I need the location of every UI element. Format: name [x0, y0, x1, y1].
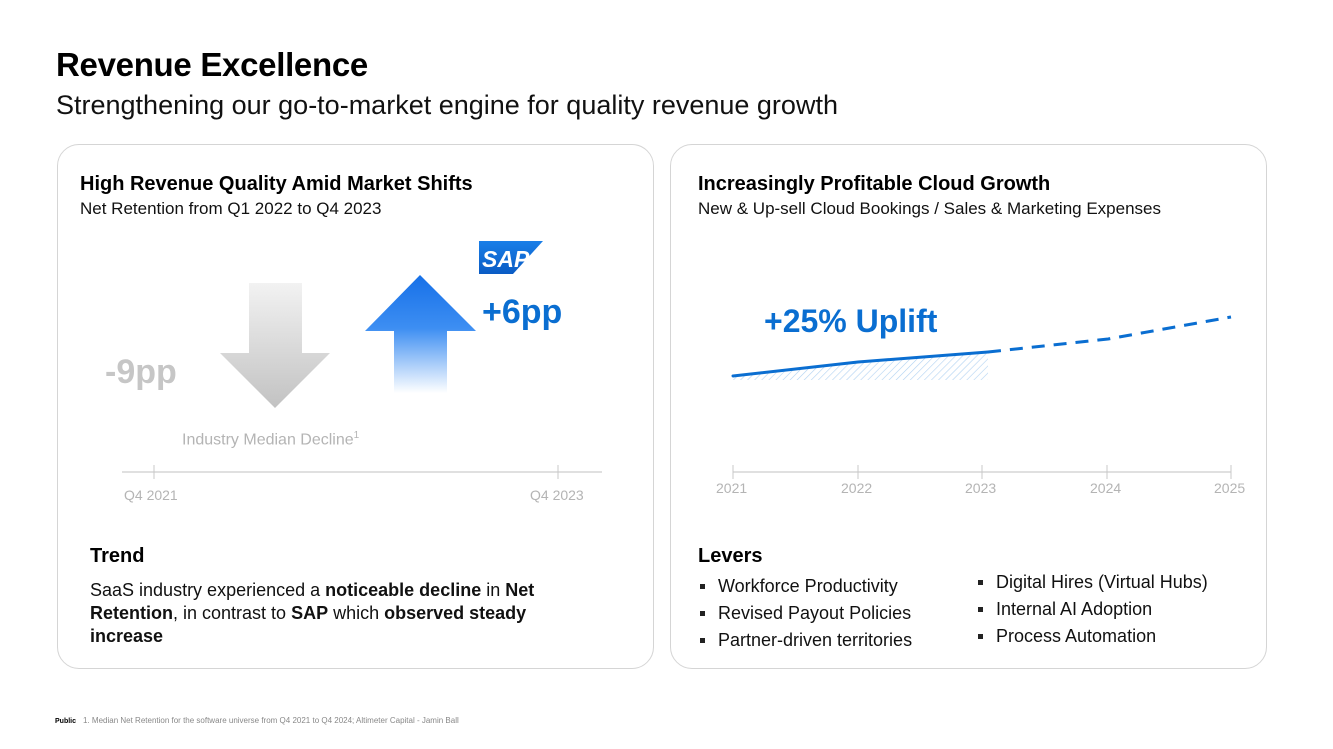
- decline-arrow-icon: [220, 283, 330, 408]
- cloud-growth-card-title: Increasingly Profitable Cloud Growth: [698, 173, 1051, 195]
- list-item: Workforce Productivity: [698, 573, 912, 600]
- net-retention-card: High Revenue Quality Amid Market Shifts …: [57, 144, 654, 669]
- trend-emphasis: SAP: [291, 603, 329, 623]
- lever-label: Internal AI Adoption: [996, 599, 1153, 619]
- industry-decline-text: Industry Median Decline: [182, 431, 354, 449]
- page-subtitle: Strengthening our go-to-market engine fo…: [56, 90, 838, 120]
- bullet-icon: [700, 611, 705, 616]
- trend-emphasis: observed steady increase: [90, 603, 527, 646]
- lever-label: Workforce Productivity: [718, 576, 898, 596]
- bullet-icon: [978, 580, 983, 585]
- uplift-area: [733, 352, 988, 380]
- list-item: Revised Payout Policies: [698, 600, 912, 627]
- year-label: 2024: [1090, 480, 1122, 496]
- footer: Public 1. Median Net Retention for the so…: [55, 716, 459, 725]
- trend-emphasis: noticeable decline: [325, 580, 482, 600]
- list-item: Digital Hires (Virtual Hubs): [976, 569, 1208, 596]
- levers-heading: Levers: [698, 545, 763, 567]
- trend-heading: Trend: [90, 545, 145, 567]
- net-retention-graphic: [122, 275, 602, 479]
- list-item: Internal AI Adoption: [976, 596, 1208, 623]
- footnote-text: 1. Median Net Retention for the software…: [83, 716, 459, 725]
- year-label: 2022: [841, 480, 873, 496]
- lever-label: Digital Hires (Virtual Hubs): [996, 572, 1208, 592]
- footnote-marker: 1: [353, 430, 360, 441]
- trend-text: SaaS industry experienced a noticeable d…: [90, 579, 590, 648]
- cloud-growth-chart: [731, 315, 1232, 479]
- year-label: 2023: [965, 480, 997, 496]
- trend-emphasis: Net Retention: [90, 580, 535, 623]
- industry-decline-label: Industry Median Decline1: [182, 430, 359, 449]
- sap-logo: SAP: [479, 241, 543, 279]
- actual-trend-line: [731, 350, 990, 378]
- page-title: Revenue Excellence: [56, 46, 368, 83]
- year-label: 2025: [1214, 480, 1246, 496]
- bullet-icon: [978, 634, 983, 639]
- trend-text-part: which: [328, 603, 385, 623]
- bullet-icon: [978, 607, 983, 612]
- lever-label: Process Automation: [996, 626, 1157, 646]
- net-retention-card-title: High Revenue Quality Amid Market Shifts: [80, 173, 473, 195]
- levers-list-right: Digital Hires (Virtual Hubs) Internal AI…: [976, 569, 1208, 650]
- lever-label: Partner-driven territories: [718, 630, 913, 650]
- forecast-trend-line: [987, 315, 1232, 354]
- levers-list-left: Workforce Productivity Revised Payout Po…: [698, 573, 912, 654]
- bullet-icon: [700, 638, 705, 643]
- sap-change-value: +6pp: [482, 293, 563, 331]
- sap-logo-text: SAP: [482, 246, 530, 272]
- list-item: Process Automation: [976, 623, 1208, 650]
- cloud-growth-card: Increasingly Profitable Cloud Growth New…: [670, 144, 1267, 669]
- list-item: Partner-driven territories: [698, 627, 912, 654]
- trend-text-part: in: [481, 580, 506, 600]
- year-label: 2021: [716, 480, 748, 496]
- trend-text-part: SaaS industry experienced a: [90, 580, 326, 600]
- uplift-annotation: +25% Uplift: [764, 303, 938, 339]
- classification-label: Public: [55, 718, 77, 725]
- increase-arrow-icon: [365, 275, 476, 393]
- axis-end-label: Q4 2023: [530, 487, 584, 503]
- trend-text-part: , in contrast to: [173, 603, 292, 623]
- net-retention-card-subtitle: Net Retention from Q1 2022 to Q4 2023: [80, 199, 382, 218]
- lever-label: Revised Payout Policies: [718, 603, 912, 623]
- industry-change-value: -9pp: [105, 353, 177, 391]
- bullet-icon: [700, 584, 705, 589]
- axis-start-label: Q4 2021: [124, 487, 178, 503]
- cloud-growth-card-subtitle: New & Up-sell Cloud Bookings / Sales & M…: [698, 199, 1161, 218]
